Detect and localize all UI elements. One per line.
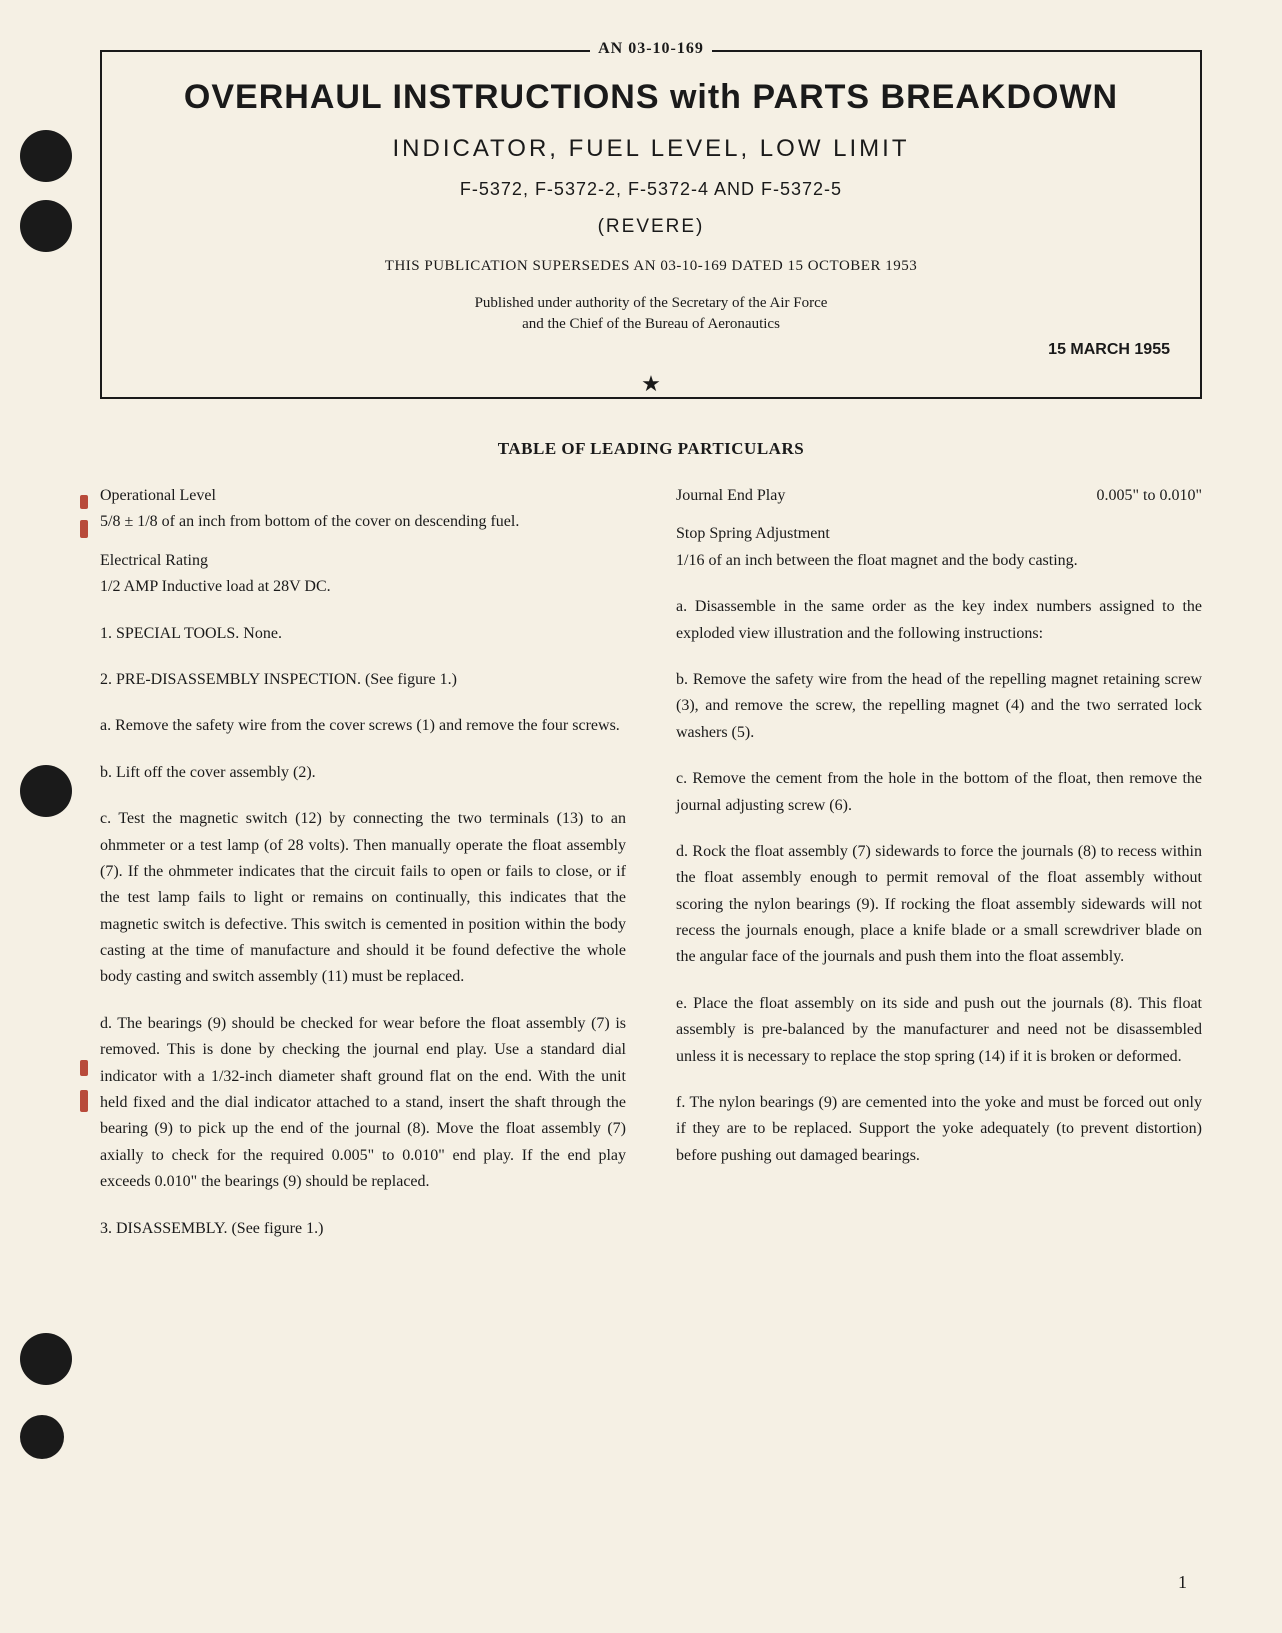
part-numbers: F-5372, F-5372-2, F-5372-4 AND F-5372-5 bbox=[132, 179, 1170, 200]
section-1: 1. SPECIAL TOOLS. None. bbox=[100, 621, 626, 647]
section-heading: TABLE OF LEADING PARTICULARS bbox=[100, 439, 1202, 459]
authority-line-2: and the Chief of the Bureau of Aeronauti… bbox=[132, 316, 1170, 333]
op-level-label: Operational Level bbox=[100, 483, 626, 509]
page-mark bbox=[80, 1060, 88, 1076]
para-2d: d. The bearings (9) should be checked fo… bbox=[100, 1011, 626, 1196]
section-3: 3. DISASSEMBLY. (See figure 1.) bbox=[100, 1216, 626, 1242]
para-3b: b. Remove the safety wire from the head … bbox=[676, 667, 1202, 746]
main-title: OVERHAUL INSTRUCTIONS with PARTS BREAKDO… bbox=[132, 78, 1170, 117]
binder-hole bbox=[20, 1415, 64, 1459]
binder-hole bbox=[20, 130, 72, 182]
document-id: AN 03-10-169 bbox=[590, 40, 712, 58]
star-icon: ★ bbox=[631, 371, 671, 397]
para-3f: f. The nylon bearings (9) are cemented i… bbox=[676, 1090, 1202, 1169]
binder-hole bbox=[20, 1333, 72, 1385]
title-block: AN 03-10-169 OVERHAUL INSTRUCTIONS with … bbox=[100, 50, 1202, 399]
journal-value: 0.005" to 0.010" bbox=[1096, 483, 1202, 509]
page-mark bbox=[80, 1090, 88, 1112]
page-mark bbox=[80, 520, 88, 538]
para-2b: b. Lift off the cover assembly (2). bbox=[100, 760, 626, 786]
para-3c: c. Remove the cement from the hole in th… bbox=[676, 766, 1202, 819]
page-number: 1 bbox=[1178, 1572, 1187, 1593]
para-3d: d. Rock the float assembly (7) sidewards… bbox=[676, 839, 1202, 971]
left-column: Operational Level 5/8 ± 1/8 of an inch f… bbox=[100, 483, 626, 1262]
para-2c: c. Test the magnetic switch (12) by conn… bbox=[100, 806, 626, 991]
op-level-value: 5/8 ± 1/8 of an inch from bottom of the … bbox=[100, 513, 519, 530]
electrical-label: Electrical Rating bbox=[100, 548, 626, 574]
para-3e: e. Place the float assembly on its side … bbox=[676, 991, 1202, 1070]
supersedes-note: THIS PUBLICATION SUPERSEDES AN 03-10-169… bbox=[132, 258, 1170, 275]
stop-spring-value: 1/16 of an inch between the float magnet… bbox=[676, 552, 1078, 569]
para-2a: a. Remove the safety wire from the cover… bbox=[100, 713, 626, 739]
page-mark bbox=[80, 495, 88, 509]
publication-date: 15 MARCH 1955 bbox=[132, 341, 1170, 359]
para-3a: a. Disassemble in the same order as the … bbox=[676, 594, 1202, 647]
section-2: 2. PRE-DISASSEMBLY INSPECTION. (See figu… bbox=[100, 667, 626, 693]
manufacturer: (REVERE) bbox=[132, 216, 1170, 238]
authority-line-1: Published under authority of the Secreta… bbox=[132, 295, 1170, 312]
binder-hole bbox=[20, 200, 72, 252]
right-column: Journal End Play 0.005" to 0.010" Stop S… bbox=[676, 483, 1202, 1262]
stop-spring-label: Stop Spring Adjustment bbox=[676, 521, 1202, 547]
journal-label: Journal End Play bbox=[676, 483, 785, 509]
electrical-value: 1/2 AMP Inductive load at 28V DC. bbox=[100, 578, 331, 595]
binder-hole bbox=[20, 765, 72, 817]
subtitle: INDICATOR, FUEL LEVEL, LOW LIMIT bbox=[132, 135, 1170, 163]
body-columns: Operational Level 5/8 ± 1/8 of an inch f… bbox=[100, 483, 1202, 1262]
